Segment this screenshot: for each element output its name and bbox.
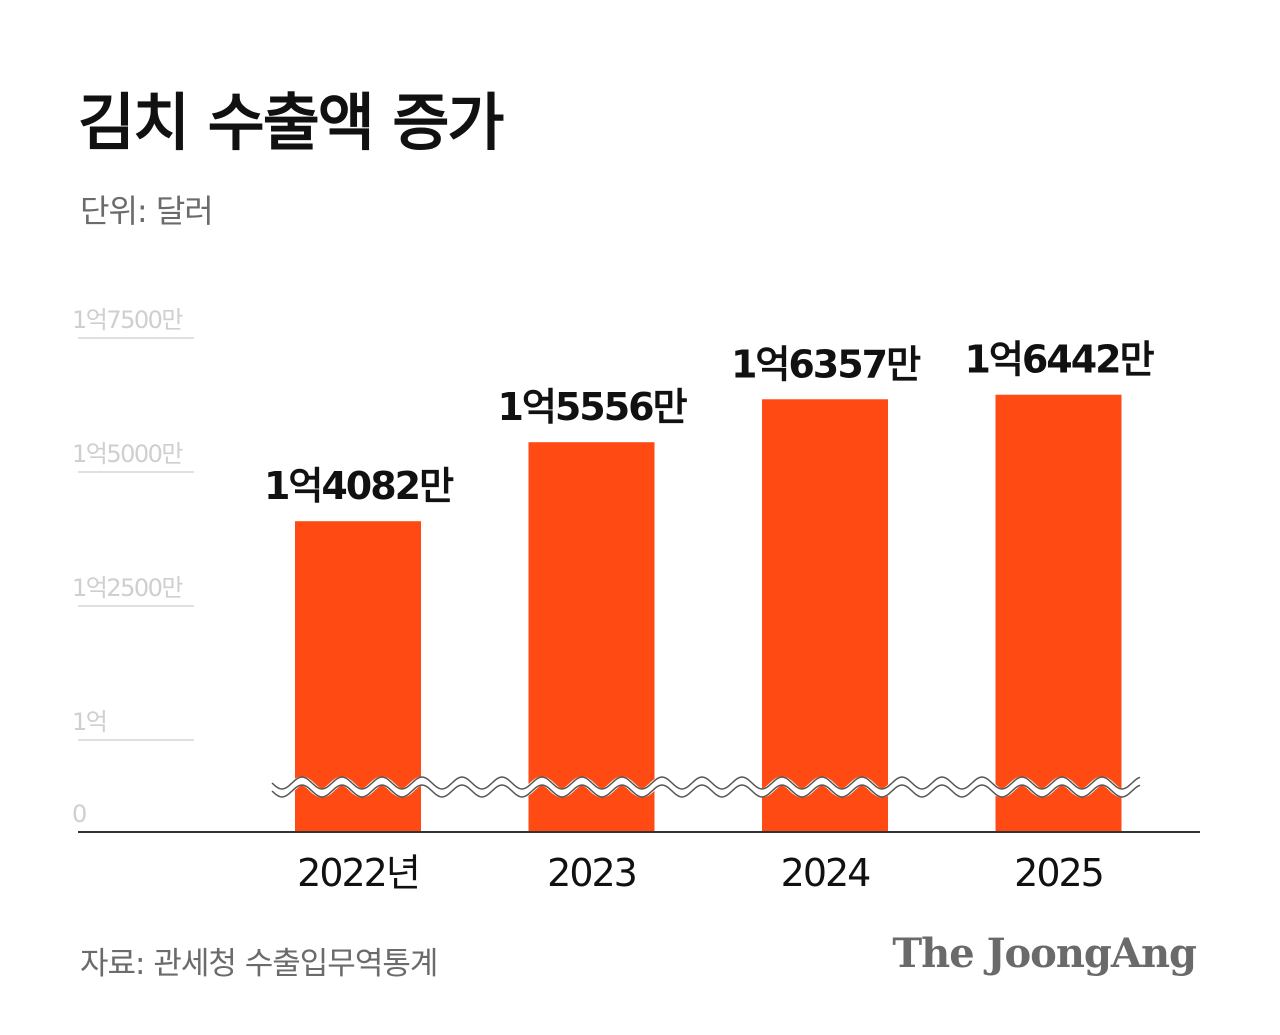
bar-value-label: 1억5556만 bbox=[497, 385, 687, 429]
bar-value-label: 1억4082만 bbox=[264, 464, 454, 508]
x-category-label: 2024 bbox=[781, 851, 871, 895]
bar bbox=[295, 521, 421, 832]
bar-value-label: 1억6357만 bbox=[731, 342, 921, 386]
bar-value-label: 1억6442만 bbox=[964, 338, 1154, 382]
y-tick-label: 1억2500만 bbox=[72, 574, 183, 602]
publisher-logo: The JoongAng bbox=[892, 930, 1197, 977]
x-category-label: 2025 bbox=[1014, 851, 1103, 895]
y-tick-label: 1억 bbox=[72, 708, 106, 736]
bar bbox=[995, 394, 1122, 832]
bar bbox=[762, 399, 888, 832]
x-category-label: 2023 bbox=[547, 851, 636, 895]
bar bbox=[528, 442, 655, 832]
axis-break-band bbox=[268, 776, 1142, 798]
unit-label: 단위: 달러 bbox=[80, 192, 214, 230]
y-tick-label: 1억7500만 bbox=[72, 306, 183, 334]
axis-break-line-upper bbox=[271, 776, 1141, 790]
source-note: 자료: 관세청 수출입무역통계 bbox=[80, 946, 438, 982]
y-tick-label: 0 bbox=[72, 800, 86, 828]
axis-break-line-lower bbox=[271, 784, 1141, 798]
y-tick-label: 1억5000만 bbox=[72, 440, 183, 468]
chart-title: 김치 수출액 증가 bbox=[78, 86, 504, 159]
x-category-label: 2022년 bbox=[297, 851, 419, 895]
